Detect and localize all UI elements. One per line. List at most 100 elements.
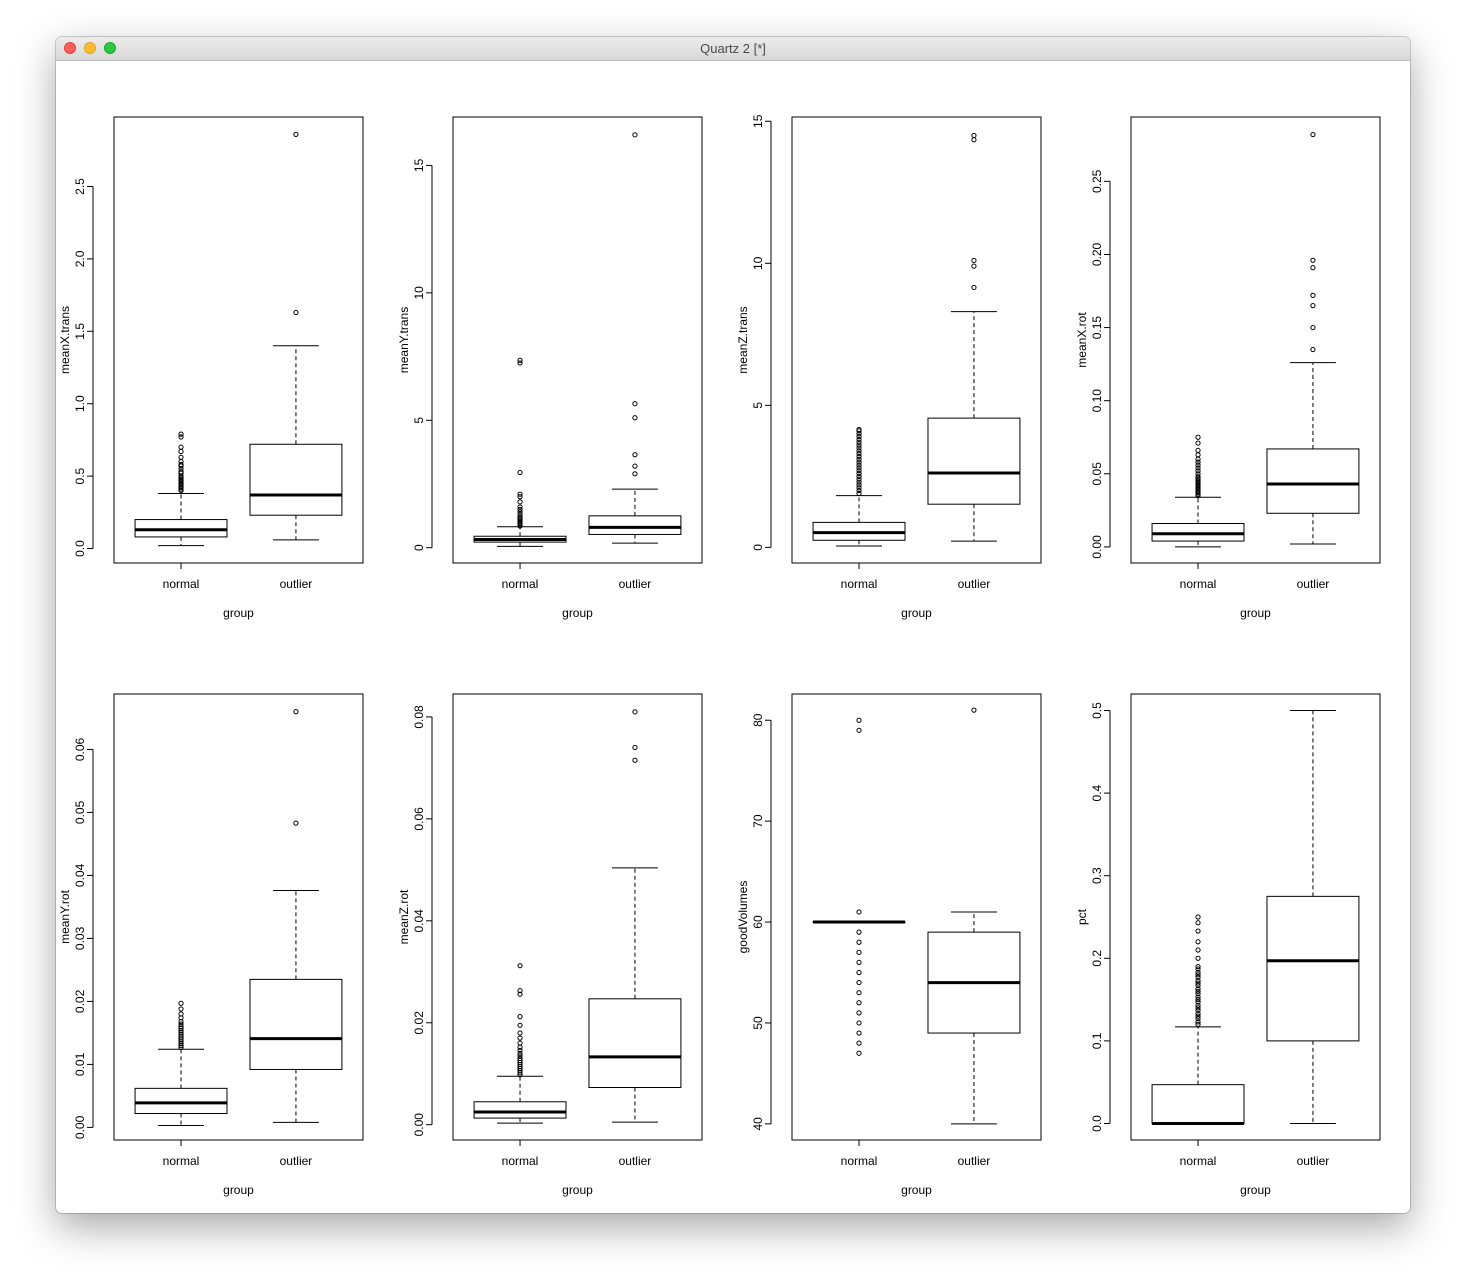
y-tick-label: 2.0: [73, 250, 87, 267]
quartz-window: Quartz 2 [*] 0.0 0.5 1.0 1.5 2.0 2.5 meanX.tra…: [56, 37, 1410, 1213]
outlier-point: [632, 471, 638, 477]
boxplot-panel-1: 0.0 0.5 1.0 1.5 2.0 2.5 meanX.trans normal outli…: [58, 116, 364, 620]
outlier-point: [1195, 459, 1201, 465]
outlier-point: [517, 1035, 523, 1041]
x-axis-label: group: [901, 606, 932, 620]
x-axis-label: group: [1240, 1183, 1271, 1197]
outlier-point: [856, 476, 862, 482]
outlier-point: [856, 439, 862, 445]
outlier-point: [856, 485, 862, 491]
outlier-point: [856, 448, 862, 454]
y-tick-label: 0.01: [73, 1052, 87, 1076]
y-tick-label: 0.06: [73, 737, 87, 761]
plot-frame: [1130, 693, 1381, 1141]
iqr-box: [588, 515, 682, 535]
box-normal: [1151, 434, 1245, 548]
iqr-box: [249, 978, 343, 1070]
iqr-box: [134, 1087, 228, 1115]
outlier-point: [856, 482, 862, 488]
outlier-point: [856, 442, 862, 448]
y-tick-label: 0.00: [1090, 535, 1104, 559]
outlier-point: [856, 1050, 862, 1056]
y-tick-label: 0.05: [1090, 462, 1104, 486]
outlier-point: [856, 433, 862, 440]
outlier-point: [517, 506, 523, 513]
outlier-point: [1195, 966, 1201, 972]
outlier-point: [517, 1030, 523, 1036]
title-bar[interactable]: Quartz 2 [*]: [56, 37, 1410, 61]
outlier-point: [632, 452, 638, 458]
y-axis-label: meanZ.rot: [397, 889, 411, 944]
outlier-point: [856, 979, 862, 986]
y-tick-label: 0: [751, 544, 765, 551]
minimize-window-button[interactable]: [84, 42, 96, 54]
x-category-label: normal: [1180, 577, 1217, 591]
y-tick-label: 0.4: [1090, 784, 1104, 801]
y-tick-label: 1.0: [73, 395, 87, 412]
outlier-point: [293, 131, 299, 137]
outlier-point: [632, 132, 638, 138]
box-normal: [473, 963, 567, 1124]
outlier-point: [293, 709, 299, 715]
outlier-point: [971, 284, 977, 291]
outlier-point: [1195, 955, 1201, 961]
outlier-point: [1310, 265, 1316, 271]
y-tick-label: 5: [751, 402, 765, 409]
box-normal: [812, 717, 906, 1056]
outlier-point: [971, 132, 977, 139]
x-category-label: normal: [841, 1154, 878, 1168]
y-tick-label: 0.06: [412, 807, 426, 831]
y-tick-label: 0.08: [412, 705, 426, 729]
x-category-label: outlier: [280, 577, 313, 591]
outlier-point: [856, 1000, 862, 1006]
outlier-point: [178, 444, 184, 450]
outlier-point: [856, 1010, 862, 1016]
outlier-point: [517, 509, 523, 515]
box-outlier: [927, 132, 1021, 542]
zoom-window-button[interactable]: [104, 42, 116, 54]
y-tick-label: 0.04: [412, 909, 426, 933]
outlier-point: [517, 1014, 523, 1020]
outlier-point: [178, 1006, 184, 1012]
outlier-point: [856, 473, 862, 479]
y-tick-label: 15: [412, 158, 426, 172]
outlier-point: [178, 448, 184, 455]
iqr-box: [588, 998, 682, 1088]
y-tick-label: 2.5: [73, 178, 87, 195]
outlier-point: [1195, 1007, 1201, 1013]
box-outlier: [588, 709, 682, 1123]
outlier-point: [517, 1040, 523, 1046]
plot-frame: [791, 116, 1042, 564]
close-window-button[interactable]: [64, 42, 76, 54]
outlier-point: [1195, 1005, 1201, 1011]
outlier-point: [1195, 471, 1201, 477]
outlier-point: [1195, 440, 1201, 446]
y-tick-label: 70: [751, 814, 765, 828]
outlier-point: [517, 1022, 523, 1028]
outlier-point: [178, 1000, 184, 1006]
outlier-point: [1195, 996, 1201, 1003]
x-category-label: normal: [502, 1154, 539, 1168]
outlier-point: [1195, 977, 1201, 984]
outlier-point: [1195, 447, 1201, 454]
plot-frame: [113, 693, 364, 1141]
outlier-point: [1195, 1002, 1201, 1008]
outlier-point: [971, 137, 977, 143]
box-outlier: [1266, 710, 1360, 1124]
outlier-point: [1195, 991, 1201, 997]
x-category-label: normal: [502, 577, 539, 591]
x-category-label: outlier: [280, 1154, 313, 1168]
outlier-point: [178, 1021, 184, 1027]
plot-canvas: 0.0 0.5 1.0 1.5 2.0 2.5 meanX.trans normal outli…: [56, 60, 1410, 1213]
outlier-point: [856, 465, 862, 471]
y-tick-label: 0.02: [73, 989, 87, 1013]
outlier-point: [856, 1030, 862, 1036]
outlier-point: [856, 959, 862, 966]
outlier-point: [856, 462, 862, 468]
y-tick-label: 1.5: [73, 323, 87, 340]
outlier-point: [178, 431, 184, 437]
outlier-point: [1195, 1013, 1201, 1019]
y-tick-label: 0.1: [1090, 1032, 1104, 1049]
y-tick-label: 10: [751, 256, 765, 270]
box-normal: [134, 431, 228, 547]
